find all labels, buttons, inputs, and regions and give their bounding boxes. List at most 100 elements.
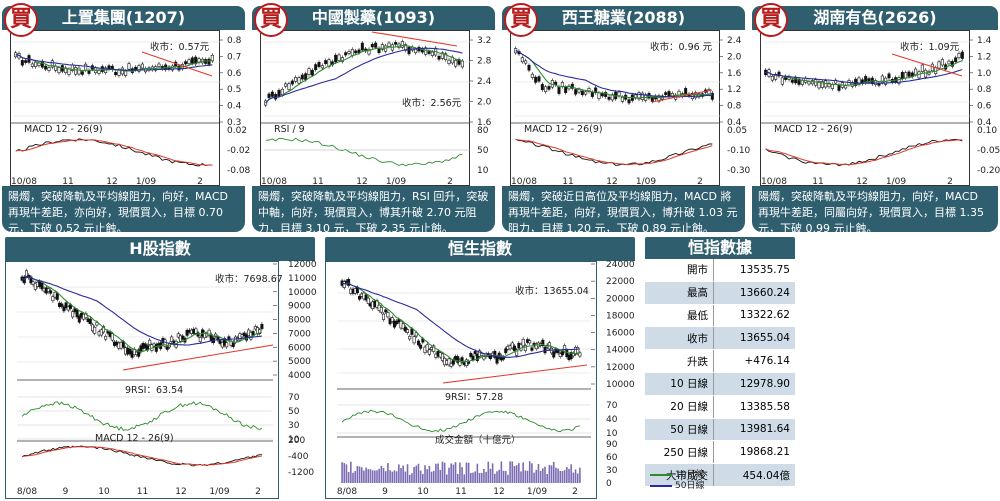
row-label: 開市 (645, 259, 714, 282)
volume-bar (511, 461, 514, 483)
volume-bar (343, 463, 346, 483)
close-price-label: 收市：13655.04 (515, 285, 589, 297)
x-tick-label: 9 (63, 487, 69, 497)
row-label: 收市 (645, 326, 714, 351)
candle-body (607, 96, 611, 100)
volume-bar (474, 471, 476, 483)
candle-body (857, 77, 861, 85)
candle-body (530, 73, 534, 78)
y-tick-label: 0.4 (227, 102, 242, 112)
close-price-label: 收市：0.96 元 (650, 41, 713, 53)
candle-body (350, 49, 354, 57)
row-label: 大市成交 (645, 463, 714, 487)
candle-body (334, 54, 338, 63)
x-tick-label: 10 (417, 487, 429, 497)
stock-chart-1093: 3.2 2.8 2.4 2.0 1.680 50 10 10/08 11 12 1/09 2 收市：2.… (260, 31, 492, 187)
row-value: 13322.62 (713, 304, 795, 328)
candle-body (401, 323, 405, 329)
volume-bar (550, 465, 553, 483)
candle-body (416, 340, 420, 346)
volume-bar (419, 470, 422, 483)
candle-body (694, 92, 698, 99)
volume-bar (406, 464, 409, 483)
candle-body (407, 47, 411, 55)
candle-body (790, 79, 794, 83)
candle-body (600, 92, 604, 97)
candle-body (176, 333, 180, 338)
candle-body (314, 64, 318, 71)
chart-area (760, 30, 970, 186)
table-row: 50 日線 13981.64 (645, 418, 795, 442)
trend-line (891, 53, 963, 77)
candle-body (523, 345, 527, 351)
indicator-tick-label: 0.05 (727, 126, 747, 136)
candle-body (774, 73, 778, 80)
indicator-tick-label: -0.08 (227, 166, 251, 176)
ma10-swatch (650, 473, 672, 476)
candle-body (460, 60, 464, 68)
indicator-tick-label: -0.20 (977, 166, 1000, 176)
candle-body (310, 69, 314, 76)
volume-bar (456, 473, 459, 483)
candle-body (512, 345, 516, 352)
candle-body (527, 64, 531, 71)
indicator-line (265, 137, 463, 167)
row-value: +476.14 (713, 349, 795, 373)
volume-bar (411, 473, 413, 483)
candle-body (177, 65, 181, 71)
y-tick-label: 0.6 (227, 69, 242, 79)
volume-bar (360, 467, 363, 483)
candle-body (198, 337, 202, 343)
rsi-tick-label: 10 (606, 429, 618, 439)
volume-bar (555, 467, 557, 483)
candle-body (102, 326, 106, 333)
close-price-label: 收市：0.57元 (150, 41, 210, 53)
trend-line (442, 364, 588, 384)
candle-body (473, 351, 477, 355)
x-tick-label: 2 (197, 177, 203, 187)
candle-body (400, 41, 404, 48)
y-tick-label: 1.4 (977, 36, 992, 46)
candle-body (354, 50, 358, 54)
y-tick-label: 2.8 (477, 57, 492, 67)
volume-bar (459, 462, 461, 483)
volume-bar (515, 465, 518, 483)
volume-label: 成交金額（十億元） (435, 434, 521, 446)
volume-bar (566, 467, 568, 483)
volume-bar (347, 472, 350, 483)
volume-bar (574, 469, 577, 483)
candle-body (87, 70, 91, 74)
volume-bar (428, 465, 431, 483)
indicator-tick-label: -0.05 (977, 146, 1000, 156)
volume-bar (448, 467, 450, 483)
rsi-tick-label: 70 (288, 393, 300, 403)
candle-body (386, 312, 390, 318)
candle-body (780, 77, 784, 85)
candle-body (185, 329, 189, 336)
candle-body (770, 75, 774, 81)
candle-body (384, 309, 388, 313)
candle-body (163, 339, 167, 347)
candle-body (449, 363, 453, 367)
candle-body (460, 357, 464, 363)
volume-bar (531, 463, 533, 483)
candle-body (414, 332, 418, 337)
candle-body (294, 77, 298, 82)
candle-body (419, 344, 423, 349)
candle-body (304, 73, 308, 80)
candle-body (210, 54, 214, 62)
row-value: 19868.21 (713, 440, 795, 465)
x-tick-label: 1/09 (209, 487, 229, 497)
ma50-line (21, 276, 262, 346)
rsi-line (341, 409, 580, 433)
x-tick-label: 11 (312, 177, 323, 187)
x-tick-label: 12 (493, 487, 504, 497)
stock-panel-1093: 中國製藥(1093) 3.2 2.8 2.4 2.0 1.6 80 50 10 10/08 11 1… (252, 3, 495, 235)
candle-body (74, 67, 78, 75)
volume-tick-label: 0 (606, 479, 612, 489)
y-tick-label: 0.8 (727, 102, 742, 112)
row-value: 12978.90 (713, 372, 795, 396)
candle-body (543, 346, 547, 354)
volume-bar (422, 473, 424, 483)
volume-bar (496, 471, 498, 483)
